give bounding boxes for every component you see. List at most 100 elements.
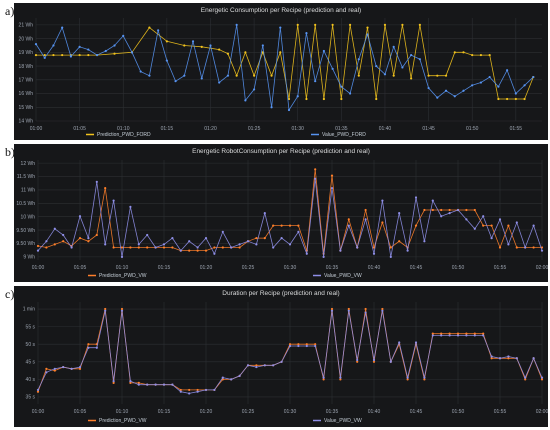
x-tick-label: 02:00 [536, 265, 548, 271]
data-point [62, 233, 65, 237]
data-point [263, 237, 266, 240]
data-point [78, 365, 82, 369]
data-point [246, 240, 250, 243]
data-point [372, 252, 376, 255]
data-point [174, 80, 177, 83]
data-point [482, 334, 485, 337]
data-point [272, 224, 275, 227]
data-point [479, 81, 483, 84]
legend-label: Value_PWD_FORD [322, 132, 366, 138]
data-point [440, 332, 443, 335]
data-point [448, 208, 451, 212]
x-tick-label: 01:05 [73, 126, 86, 132]
chart-canvas: 14 Wh 15 Wh 16 Wh 17 Wh 18 Wh 19 Wh 20 Wh 21 Wh… [19, 18, 542, 138]
data-point [70, 246, 73, 249]
data-point [347, 307, 350, 311]
data-point [381, 309, 384, 312]
x-tick-label: 01:40 [368, 265, 381, 271]
data-point [453, 95, 456, 98]
data-point [52, 44, 55, 47]
x-tick-label: 01:55 [494, 409, 507, 415]
data-point [297, 344, 300, 348]
data-point [61, 26, 64, 29]
data-point [230, 246, 233, 249]
data-point [389, 360, 392, 363]
x-tick-label: 01:50 [466, 126, 479, 132]
data-point [406, 378, 409, 381]
data-point [162, 243, 166, 246]
x-tick-label: 01:10 [116, 265, 129, 271]
data-point [218, 81, 221, 84]
data-point [146, 233, 149, 237]
data-point [244, 51, 247, 54]
data-point [45, 367, 48, 370]
data-point [462, 51, 465, 54]
data-point [179, 249, 182, 252]
data-point [154, 246, 157, 249]
data-point [104, 187, 107, 190]
x-tick-label: 01:35 [326, 265, 339, 271]
data-point [473, 227, 476, 230]
data-point [490, 355, 493, 358]
data-point [322, 255, 325, 258]
data-point [272, 364, 275, 367]
data-point [112, 199, 115, 202]
data-point [279, 26, 282, 29]
data-point [330, 307, 334, 311]
data-point [515, 357, 518, 360]
data-point [490, 357, 493, 360]
data-point [497, 85, 500, 88]
data-point [87, 53, 90, 57]
data-point [340, 97, 343, 101]
data-point [148, 74, 151, 77]
data-point [52, 53, 55, 57]
data-point [524, 376, 527, 379]
x-tick-label: 01:35 [326, 409, 339, 415]
data-point [347, 309, 350, 312]
data-point [213, 252, 216, 255]
data-point [515, 246, 518, 249]
x-tick-label: 01:35 [335, 126, 348, 132]
data-point [331, 67, 334, 70]
data-point [130, 51, 134, 54]
data-point [479, 53, 483, 57]
y-tick-label: 15 Wh [19, 105, 34, 111]
x-tick-label: 01:30 [291, 126, 304, 132]
data-point [137, 381, 140, 384]
data-point [330, 174, 334, 177]
data-point [471, 53, 474, 57]
data-point [34, 53, 38, 57]
data-point [506, 97, 509, 101]
data-point [112, 381, 115, 384]
data-point [473, 208, 476, 212]
data-point [226, 52, 230, 55]
data-point [120, 255, 124, 258]
data-point [36, 249, 40, 252]
data-point [171, 237, 174, 240]
data-point [532, 224, 535, 227]
data-point [383, 23, 387, 26]
data-point [104, 307, 107, 311]
data-point [322, 49, 325, 53]
y-tick-label: 20 Wh [19, 36, 34, 42]
y-tick-label: 19 Wh [19, 50, 34, 56]
data-point [288, 344, 292, 348]
data-point [120, 309, 124, 312]
data-point [498, 357, 502, 360]
data-point [418, 23, 421, 26]
data-point [507, 355, 510, 358]
data-point [330, 187, 334, 190]
chart-canvas: 35 s 40 s 45 s 50 s 55 s 1 min 01:00 01:05 01:10… [23, 302, 548, 424]
data-point [507, 224, 510, 227]
data-point [456, 208, 460, 212]
data-point [87, 240, 90, 243]
data-point [280, 224, 283, 227]
y-tick-label: 12 Wh [21, 161, 36, 167]
x-tick-label: 01:25 [242, 409, 255, 415]
data-point [112, 380, 115, 383]
data-point [78, 367, 82, 370]
data-point [401, 23, 404, 26]
data-point [36, 390, 40, 393]
y-tick-label: 16 Wh [19, 91, 34, 97]
data-point [120, 246, 124, 249]
